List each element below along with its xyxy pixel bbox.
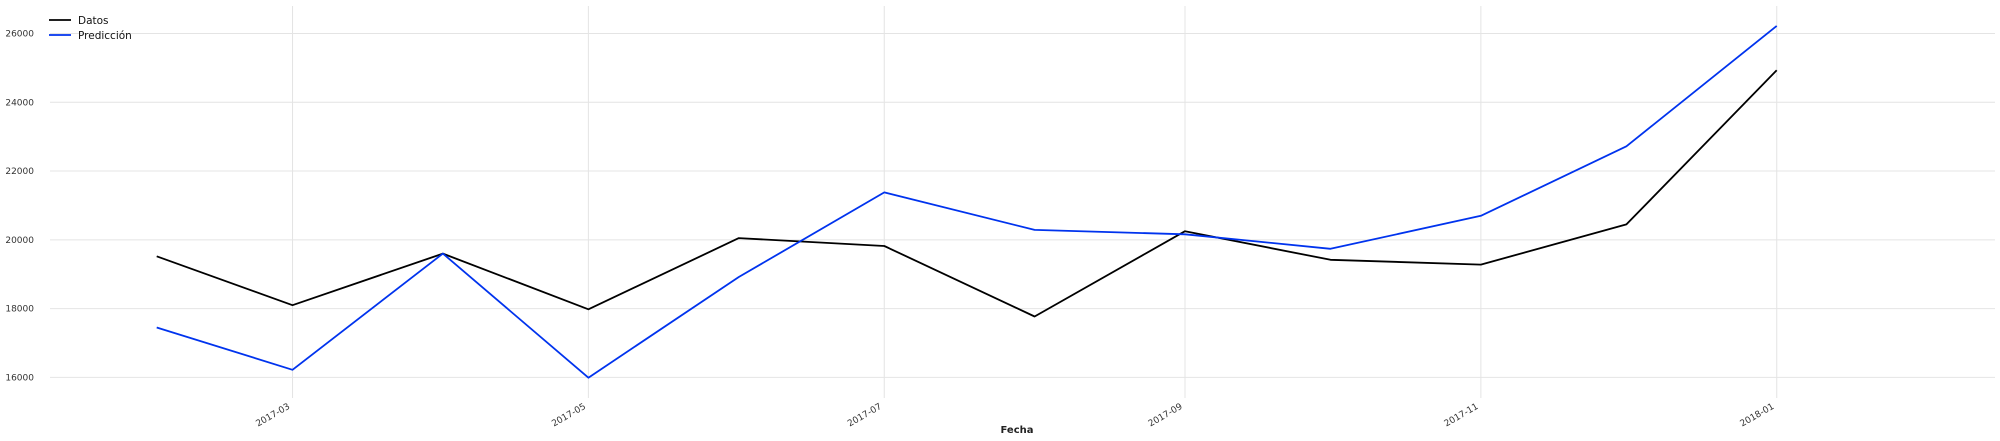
y-tick-label: 26000 [5, 30, 34, 40]
legend-label: Predicción [78, 30, 132, 42]
x-tick-label: 2017-09 [1147, 402, 1185, 430]
series-lines [156, 25, 1778, 379]
y-tick-label: 18000 [5, 305, 34, 315]
x-gridlines [292, 6, 1778, 398]
x-axis-label: Fecha [1000, 425, 1033, 436]
x-tick-label: 2018-01 [1739, 402, 1777, 429]
legend-label: Datos [78, 15, 109, 27]
y-tick-label: 20000 [5, 236, 34, 246]
x-tick-label: 2017-07 [846, 402, 884, 429]
y-gridlines [50, 33, 1995, 378]
x-tick-label: 2017-05 [550, 402, 588, 429]
y-tick-label: 24000 [5, 98, 34, 108]
x-tick-label: 2017-03 [254, 402, 292, 429]
legend: Datos Predicción [49, 15, 132, 42]
y-tick-label: 16000 [5, 373, 34, 383]
series-line-datos [156, 69, 1778, 318]
y-tick-label: 22000 [5, 167, 34, 177]
x-tick-label: 2017-11 [1443, 402, 1481, 429]
series-line-prediccion [156, 25, 1778, 379]
y-tick-labels: 16000 18000 20000 22000 24000 26000 [5, 30, 34, 384]
